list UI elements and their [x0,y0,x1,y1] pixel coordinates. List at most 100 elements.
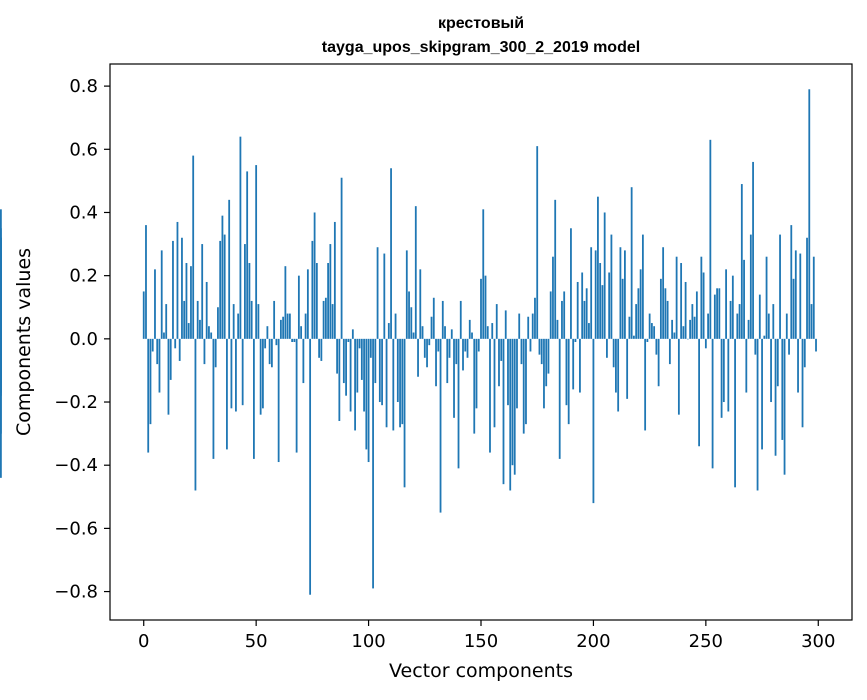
bar [273,300,276,339]
bar [635,304,638,339]
bar [585,288,588,339]
bar [464,338,467,352]
bar [390,168,392,339]
bar [383,253,386,339]
bar [507,338,509,406]
bar [149,338,152,425]
bar [181,237,183,339]
bar [345,338,347,396]
bar [785,313,788,339]
bar [680,263,683,339]
x-tick-label: 0 [138,631,149,652]
bar [812,256,815,339]
bar [160,250,163,339]
bar [650,323,653,339]
bar [590,247,593,339]
bar [583,300,586,339]
bar [363,338,365,412]
bar [729,300,732,339]
bar [201,244,204,339]
bar [608,272,611,339]
bar [253,338,255,459]
bar [154,269,156,339]
bar [232,304,235,339]
bar [372,338,374,589]
bar [504,310,507,339]
bar [682,326,685,339]
bar [235,338,237,412]
bar [315,263,318,339]
bar [516,338,518,409]
bar [594,250,597,339]
bar [403,338,406,488]
bar [794,250,797,339]
bar [270,338,273,368]
bar [675,256,678,339]
bar [801,338,804,428]
bar [599,263,602,339]
bar [226,338,228,450]
y-tick-label: −0.8 [54,582,98,603]
bar [628,316,631,339]
bar [531,313,534,339]
bar [641,234,644,339]
bar [749,234,752,339]
bar [630,187,633,339]
bar [450,329,453,339]
bar [378,338,381,403]
bar [747,319,750,339]
bar [615,338,617,393]
bar [318,338,321,358]
bar [468,319,471,339]
bar [720,338,723,418]
bar [597,196,599,339]
bar [695,291,698,339]
bar [486,326,489,339]
bar [185,263,188,339]
y-tick-label: 0.4 [69,202,98,223]
bar [570,228,572,339]
x-tick-label: 150 [464,631,498,652]
bar [277,338,280,463]
bar [322,300,325,339]
bar [329,244,332,339]
bar [567,338,570,425]
bar [417,338,419,377]
bar [547,338,550,374]
bar [572,338,575,390]
bar [0,209,2,339]
bar [790,225,793,339]
bar [176,221,179,339]
bar [462,338,464,371]
bar [327,263,329,339]
bar [246,171,249,339]
bar [360,338,363,380]
chart-title-line2: tayga_upos_skipgram_300_2_2019 model [322,39,640,56]
bar [210,332,213,339]
bar [536,146,539,339]
bar [158,338,161,393]
bar [358,338,361,349]
bar [223,234,226,339]
bar [340,177,343,339]
bar [554,199,557,339]
bar [282,316,285,339]
bar [414,206,417,339]
bar [740,184,743,339]
bar [743,259,745,339]
bar [668,338,671,365]
bar [738,304,741,339]
bar [781,338,784,440]
bar [579,338,581,393]
bar [716,288,718,339]
bar [621,278,624,339]
bar [163,332,165,339]
bar [574,338,577,342]
x-tick-label: 100 [351,631,385,652]
bar [707,313,709,339]
bar [752,161,754,339]
bar [493,338,496,428]
bar [255,165,258,339]
